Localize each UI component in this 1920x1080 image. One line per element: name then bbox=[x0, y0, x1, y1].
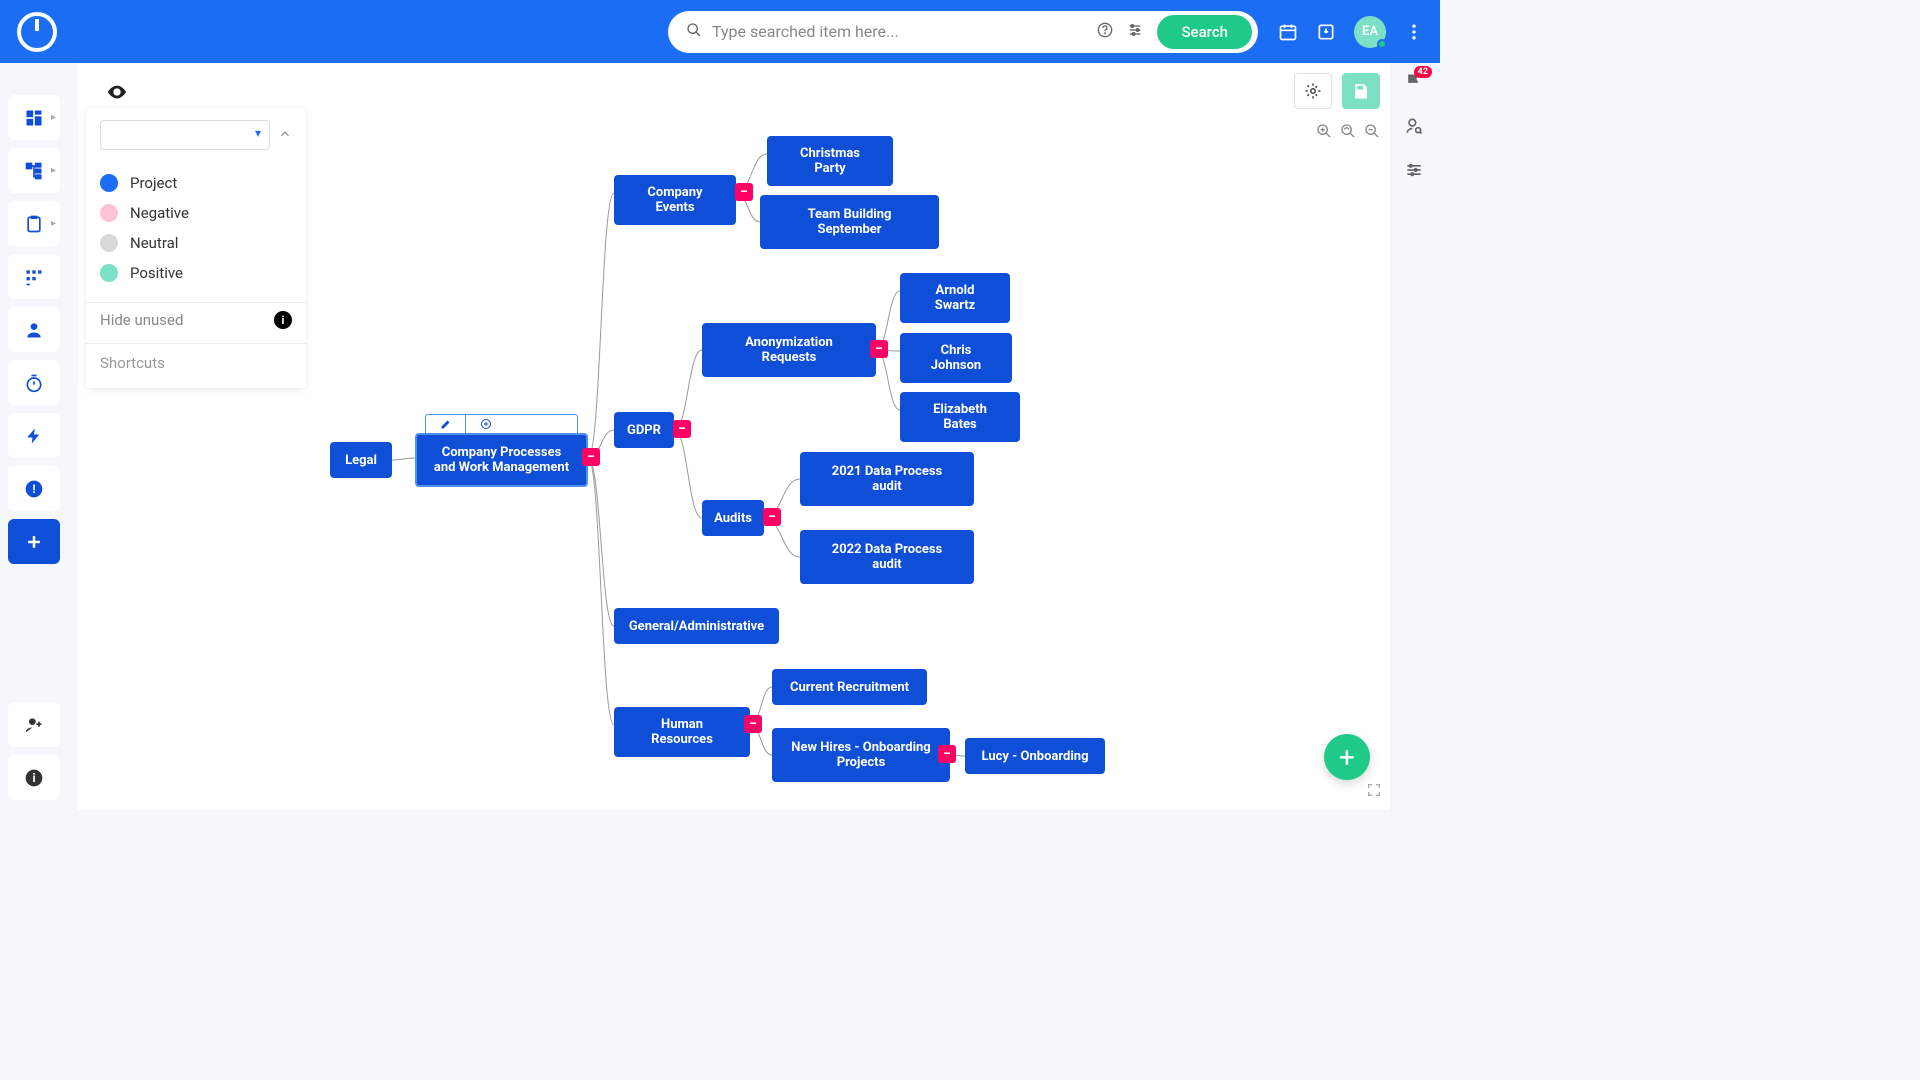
settings-button[interactable] bbox=[1294, 73, 1332, 109]
hide-unused-label: Hide unused bbox=[100, 311, 183, 329]
flag-icon[interactable]: 42 bbox=[1404, 72, 1424, 96]
avatar-initials: EA bbox=[1362, 24, 1378, 39]
svg-text:i: i bbox=[32, 771, 35, 785]
legend-label: Project bbox=[130, 174, 177, 192]
list-settings-icon[interactable] bbox=[1404, 160, 1424, 184]
sidebar-timer[interactable] bbox=[8, 360, 60, 405]
mindmap-node[interactable]: Elizabeth Bates bbox=[900, 392, 1020, 442]
zoom-reset-icon[interactable] bbox=[1340, 123, 1356, 143]
status-dot bbox=[1377, 39, 1387, 49]
sidebar-tree[interactable] bbox=[8, 148, 60, 193]
legend-shortcuts[interactable]: Shortcuts bbox=[86, 343, 306, 376]
mindmap-node[interactable]: Anonymization Requests bbox=[702, 323, 876, 377]
legend-item[interactable]: Negative bbox=[100, 198, 292, 228]
legend-item[interactable]: Positive bbox=[100, 258, 292, 288]
sidebar-add-user[interactable] bbox=[8, 702, 60, 747]
export-icon[interactable] bbox=[1316, 22, 1336, 42]
collapse-icon[interactable] bbox=[278, 126, 292, 145]
mindmap-node[interactable]: Christmas Party bbox=[767, 136, 893, 186]
legend-items: Project Negative Neutral Positive bbox=[86, 160, 306, 296]
save-button[interactable] bbox=[1342, 73, 1380, 109]
legend-dot bbox=[100, 234, 118, 252]
right-sidebar: 42 bbox=[1394, 72, 1434, 184]
info-icon: i bbox=[274, 311, 292, 329]
node-toolbar bbox=[425, 414, 578, 434]
fab-add[interactable]: + bbox=[1324, 734, 1370, 780]
app-logo[interactable] bbox=[16, 11, 58, 53]
sidebar-dashboard[interactable] bbox=[8, 95, 60, 140]
legend-dot bbox=[100, 204, 118, 222]
collapse-button[interactable]: − bbox=[870, 340, 888, 358]
search-button[interactable]: Search bbox=[1157, 15, 1252, 49]
search-user-icon[interactable] bbox=[1404, 116, 1424, 140]
collapse-button[interactable]: − bbox=[763, 508, 781, 526]
help-icon[interactable] bbox=[1097, 22, 1113, 42]
collapse-button[interactable]: − bbox=[938, 745, 956, 763]
left-sidebar: ! bbox=[8, 95, 68, 564]
mindmap-node[interactable]: Current Recruitment bbox=[772, 669, 927, 705]
collapse-button[interactable]: − bbox=[744, 715, 762, 733]
mindmap-node[interactable]: General/Administrative bbox=[614, 608, 779, 644]
legend-label: Positive bbox=[130, 264, 183, 282]
mindmap-node[interactable]: Human Resources bbox=[614, 707, 750, 757]
svg-text:!: ! bbox=[32, 482, 35, 496]
sidebar-add[interactable] bbox=[8, 519, 60, 564]
sidebar-bolt[interactable] bbox=[8, 413, 60, 458]
search-input[interactable] bbox=[712, 22, 1091, 41]
header-actions: EA bbox=[1278, 16, 1424, 48]
mindmap-node[interactable]: 2021 Data Process audit bbox=[800, 452, 974, 506]
avatar[interactable]: EA bbox=[1354, 16, 1386, 48]
sidebar-user[interactable] bbox=[8, 307, 60, 352]
zoom-controls bbox=[1316, 123, 1380, 143]
mindmap-node[interactable]: Company Events bbox=[614, 175, 736, 225]
mindmap-node[interactable]: Audits bbox=[702, 500, 764, 536]
collapse-button[interactable]: − bbox=[735, 183, 753, 201]
legend-dot bbox=[100, 174, 118, 192]
mindmap-node[interactable]: GDPR bbox=[614, 412, 674, 448]
mindmap-node[interactable]: Company Processes and Work Management bbox=[415, 433, 588, 487]
menu-icon[interactable] bbox=[1404, 22, 1424, 42]
flag-badge: 42 bbox=[1414, 66, 1432, 78]
legend-panel: Project Negative Neutral Positive Hide unus… bbox=[86, 108, 306, 388]
sidebar-hierarchy[interactable] bbox=[8, 254, 60, 299]
legend-dot bbox=[100, 264, 118, 282]
sidebar-info[interactable]: i bbox=[8, 755, 60, 800]
filter-icon[interactable] bbox=[1127, 22, 1143, 42]
mindmap-node[interactable]: 2022 Data Process audit bbox=[800, 530, 974, 584]
sidebar-bottom: i bbox=[8, 702, 68, 800]
search-container: Search bbox=[668, 11, 1258, 53]
sidebar-alert[interactable]: ! bbox=[8, 466, 60, 511]
legend-label: Neutral bbox=[130, 234, 178, 252]
toolbar-top-right bbox=[1294, 73, 1380, 109]
legend-item[interactable]: Neutral bbox=[100, 228, 292, 258]
mindmap-node[interactable]: Arnold Swartz bbox=[900, 273, 1010, 323]
legend-item[interactable]: Project bbox=[100, 168, 292, 198]
collapse-button[interactable]: − bbox=[582, 448, 600, 466]
legend-dropdown[interactable] bbox=[100, 120, 270, 150]
calendar-icon[interactable] bbox=[1278, 22, 1298, 42]
add-child-icon[interactable] bbox=[466, 415, 506, 433]
zoom-out-icon[interactable] bbox=[1364, 123, 1380, 143]
mindmap-node[interactable]: Lucy - Onboarding bbox=[965, 738, 1105, 774]
header: Search EA bbox=[0, 0, 1440, 63]
mindmap-node[interactable]: Team Building September bbox=[760, 195, 939, 249]
search-icon bbox=[686, 22, 702, 42]
collapse-button[interactable]: − bbox=[673, 420, 691, 438]
mindmap-canvas[interactable]: Project Negative Neutral Positive Hide unus… bbox=[78, 63, 1390, 810]
legend-hide-unused[interactable]: Hide unused i bbox=[86, 302, 306, 337]
fullscreen-icon[interactable] bbox=[1366, 782, 1382, 802]
zoom-in-icon[interactable] bbox=[1316, 123, 1332, 143]
sidebar-clipboard[interactable] bbox=[8, 201, 60, 246]
mindmap-node[interactable]: Chris Johnson bbox=[900, 333, 1012, 383]
mindmap-node[interactable]: New Hires - Onboarding Projects bbox=[772, 728, 950, 782]
edit-icon[interactable] bbox=[426, 415, 466, 433]
mindmap-node[interactable]: Legal bbox=[330, 442, 392, 478]
legend-label: Negative bbox=[130, 204, 189, 222]
